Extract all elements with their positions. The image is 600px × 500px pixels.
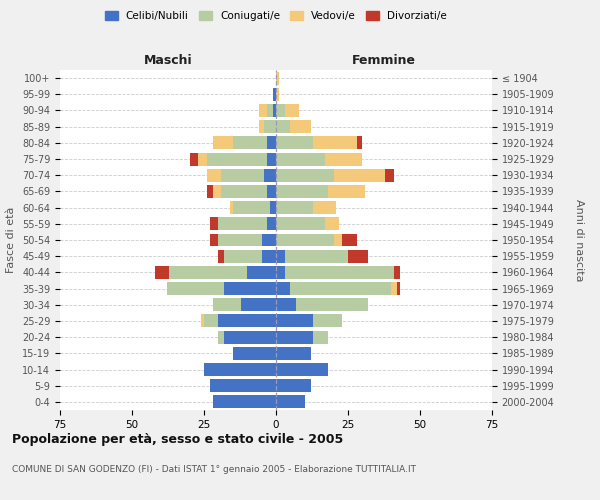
Bar xyxy=(276,298,296,311)
Bar xyxy=(276,88,279,101)
Y-axis label: Anni di nascita: Anni di nascita xyxy=(574,198,584,281)
Bar xyxy=(276,120,290,133)
Bar xyxy=(221,169,265,181)
Bar xyxy=(247,266,276,279)
Bar xyxy=(233,201,270,214)
Bar xyxy=(167,282,224,295)
Bar xyxy=(224,250,262,262)
Bar xyxy=(218,234,262,246)
Bar xyxy=(290,282,391,295)
Bar xyxy=(218,218,268,230)
Bar xyxy=(325,152,362,166)
Bar xyxy=(268,136,276,149)
Bar xyxy=(284,104,299,117)
Bar xyxy=(210,379,276,392)
Bar xyxy=(273,88,276,101)
Bar xyxy=(268,152,276,166)
Bar xyxy=(276,152,325,166)
Legend: Celibi/Nubili, Coniugati/e, Vedovi/e, Divorziati/e: Celibi/Nubili, Coniugati/e, Vedovi/e, Di… xyxy=(102,8,450,24)
Bar xyxy=(155,266,169,279)
Bar xyxy=(276,282,290,295)
Bar xyxy=(207,152,268,166)
Bar xyxy=(201,314,204,328)
Bar xyxy=(391,282,397,295)
Bar xyxy=(284,266,394,279)
Bar xyxy=(284,250,348,262)
Bar xyxy=(207,169,221,181)
Bar xyxy=(268,104,273,117)
Bar xyxy=(210,234,218,246)
Bar xyxy=(313,136,356,149)
Bar xyxy=(273,104,276,117)
Bar xyxy=(276,347,311,360)
Bar xyxy=(204,363,276,376)
Bar xyxy=(233,136,268,149)
Bar xyxy=(276,169,334,181)
Bar xyxy=(218,314,276,328)
Bar xyxy=(334,234,342,246)
Bar xyxy=(218,330,224,344)
Bar xyxy=(224,330,276,344)
Bar xyxy=(276,379,311,392)
Bar xyxy=(342,234,356,246)
Bar xyxy=(268,218,276,230)
Bar xyxy=(296,298,368,311)
Bar xyxy=(265,169,276,181)
Bar xyxy=(212,396,276,408)
Bar xyxy=(218,250,224,262)
Bar xyxy=(356,136,362,149)
Bar xyxy=(276,104,284,117)
Text: Maschi: Maschi xyxy=(143,54,193,67)
Bar xyxy=(348,250,368,262)
Bar xyxy=(325,218,340,230)
Bar xyxy=(276,250,284,262)
Bar xyxy=(270,201,276,214)
Bar xyxy=(212,136,233,149)
Bar xyxy=(212,298,241,311)
Bar xyxy=(334,169,385,181)
Bar xyxy=(262,234,276,246)
Text: Popolazione per età, sesso e stato civile - 2005: Popolazione per età, sesso e stato civil… xyxy=(12,432,343,446)
Text: COMUNE DI SAN GODENZO (FI) - Dati ISTAT 1° gennaio 2005 - Elaborazione TUTTITALI: COMUNE DI SAN GODENZO (FI) - Dati ISTAT … xyxy=(12,466,416,474)
Bar xyxy=(169,266,247,279)
Bar xyxy=(397,282,400,295)
Text: Femmine: Femmine xyxy=(352,54,416,67)
Bar xyxy=(198,152,207,166)
Bar xyxy=(313,201,337,214)
Bar xyxy=(276,314,313,328)
Bar xyxy=(276,363,328,376)
Bar xyxy=(394,266,400,279)
Bar xyxy=(230,201,233,214)
Bar xyxy=(276,330,313,344)
Bar xyxy=(265,120,276,133)
Bar xyxy=(313,314,342,328)
Bar xyxy=(276,185,328,198)
Bar xyxy=(259,104,268,117)
Bar xyxy=(241,298,276,311)
Bar xyxy=(328,185,365,198)
Bar xyxy=(233,347,276,360)
Bar xyxy=(210,218,218,230)
Bar xyxy=(262,250,276,262)
Bar xyxy=(268,185,276,198)
Bar xyxy=(190,152,198,166)
Bar xyxy=(276,218,325,230)
Bar xyxy=(276,72,279,85)
Bar xyxy=(290,120,311,133)
Bar xyxy=(259,120,265,133)
Bar xyxy=(276,396,305,408)
Bar xyxy=(212,185,221,198)
Bar xyxy=(276,266,284,279)
Bar xyxy=(313,330,328,344)
Bar xyxy=(204,314,218,328)
Bar xyxy=(221,185,268,198)
Bar xyxy=(276,201,313,214)
Bar xyxy=(224,282,276,295)
Bar xyxy=(207,185,212,198)
Bar xyxy=(276,234,334,246)
Bar xyxy=(276,136,313,149)
Y-axis label: Fasce di età: Fasce di età xyxy=(7,207,16,273)
Bar xyxy=(385,169,394,181)
